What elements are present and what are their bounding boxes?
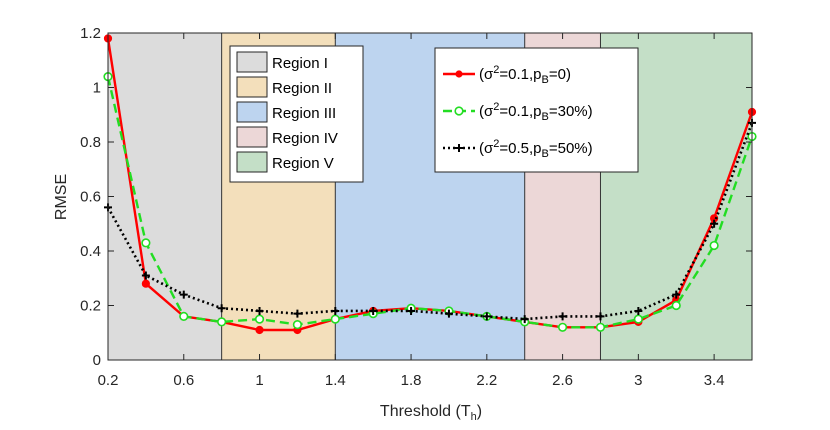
region-legend-swatch xyxy=(236,151,268,173)
x-tick-label: 0.6 xyxy=(173,372,194,389)
series-legend-box xyxy=(434,47,639,173)
x-tick-label: 1.4 xyxy=(325,372,346,389)
data-point xyxy=(672,290,681,299)
region-legend-label: Region II xyxy=(272,80,332,97)
data-point xyxy=(444,309,453,318)
data-point xyxy=(520,315,529,324)
y-tick-label: 0.4 xyxy=(80,243,101,260)
x-tick-label: 2.2 xyxy=(476,372,497,389)
region-legend-swatch xyxy=(236,76,268,98)
data-point xyxy=(671,300,681,311)
data-point xyxy=(596,312,605,321)
series-line-3 xyxy=(106,122,754,321)
data-point xyxy=(330,314,340,324)
data-point xyxy=(254,314,265,324)
x-tick-label: 3 xyxy=(634,372,642,389)
data-point xyxy=(482,312,491,321)
region-legend-swatch xyxy=(236,126,268,148)
data-point xyxy=(179,290,188,299)
y-tick-label: 0.8 xyxy=(80,134,101,151)
series-line-2 xyxy=(106,76,754,329)
data-point xyxy=(633,314,643,324)
axes xyxy=(107,32,753,361)
region-legend-swatch xyxy=(236,51,268,73)
data-point xyxy=(407,306,416,315)
region-legend-label: Region IV xyxy=(272,130,338,147)
data-point xyxy=(217,304,226,313)
tick-labels: 0.2 0.6 1 1.4 1.8 2.2 2.6 3 3.4 0 0.2 0.4 0.6 0.8 1 1.2 xyxy=(80,25,724,389)
series-legend-marker xyxy=(454,106,464,116)
y-tick-label: 0.2 xyxy=(80,298,101,315)
data-point xyxy=(595,322,606,332)
series-legend-label: (σ2=0.1,pB=30%) xyxy=(479,101,593,123)
data-point xyxy=(217,317,227,327)
series-legend-marker xyxy=(455,70,463,78)
data-point xyxy=(369,306,378,315)
series-legend-label: (σ2=0.1,pB=0) xyxy=(479,64,571,86)
data-point xyxy=(141,271,150,280)
data-point xyxy=(293,309,302,318)
data-point xyxy=(557,322,568,332)
region-legend-swatch xyxy=(236,101,268,123)
y-tick-label: 0 xyxy=(93,352,101,369)
data-point xyxy=(292,319,303,330)
region-legend-label: Region I xyxy=(272,55,328,72)
x-tick-label: 1 xyxy=(255,372,263,389)
data-point xyxy=(331,306,340,315)
y-tick-label: 1.2 xyxy=(80,25,101,42)
x-axis-label: Threshold (Th) xyxy=(380,403,482,423)
y-axis-label: RMSE xyxy=(53,174,70,220)
series-legend-label: (σ2=0.5,pB=50%) xyxy=(479,138,593,160)
region-band-1 xyxy=(108,33,222,360)
data-point xyxy=(709,240,719,251)
x-tick-label: 2.6 xyxy=(552,372,573,389)
x-tick-label: 3.4 xyxy=(704,372,725,389)
region-legend: Region I Region II Region III Region IV Regi… xyxy=(229,45,364,183)
data-point xyxy=(255,325,264,335)
data-point xyxy=(710,219,719,228)
data-point xyxy=(179,311,189,322)
data-point xyxy=(141,279,150,288)
y-tick-label: 1 xyxy=(93,80,101,97)
data-point xyxy=(558,312,567,321)
x-tick-label: 1.8 xyxy=(401,372,422,389)
data-point xyxy=(634,306,643,315)
data-point xyxy=(255,306,264,315)
data-point xyxy=(141,238,151,248)
y-tick-label: 0.6 xyxy=(80,189,101,206)
series-legend: (σ2=0.1,pB=0) (σ2=0.1,pB=30%) (σ2=0.5,pB=5… xyxy=(434,47,639,173)
region-legend-label: Region III xyxy=(272,105,336,122)
series-legend-marker xyxy=(455,144,463,152)
region-legend-label: Region V xyxy=(272,155,334,172)
x-tick-label: 0.2 xyxy=(98,372,119,389)
